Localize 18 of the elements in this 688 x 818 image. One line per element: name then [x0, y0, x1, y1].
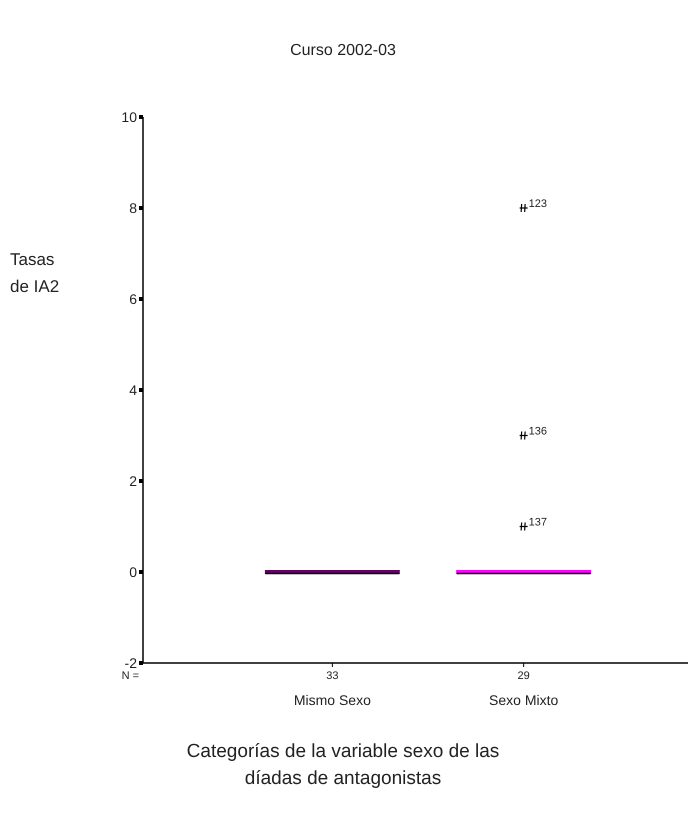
text: N =	[122, 670, 139, 682]
annotation: 136	[528, 426, 548, 438]
annotation: 137	[528, 516, 548, 528]
y-tick-label: 4	[129, 382, 138, 398]
x-axis-title: Categorías de la variable sexo de las díadas de antagonistas	[186, 741, 500, 789]
chart-title: Curso 2002-03	[290, 42, 396, 59]
text: 29	[518, 670, 530, 682]
y-tick-label: 10	[121, 109, 138, 125]
text: 33	[326, 670, 338, 682]
x-tick-label: Mismo Sexo	[294, 692, 372, 708]
y-tick-label: 2	[129, 473, 138, 489]
y-axis-title: Tasas de IA2	[10, 250, 60, 296]
y-tick-label: -2	[124, 655, 138, 671]
y-tick-label: 0	[129, 564, 138, 580]
y-tick-label: 8	[129, 200, 138, 216]
x-tick-label: Sexo Mixto	[489, 692, 558, 708]
y-tick-label: 6	[129, 291, 138, 307]
annotation: 123	[528, 198, 548, 210]
